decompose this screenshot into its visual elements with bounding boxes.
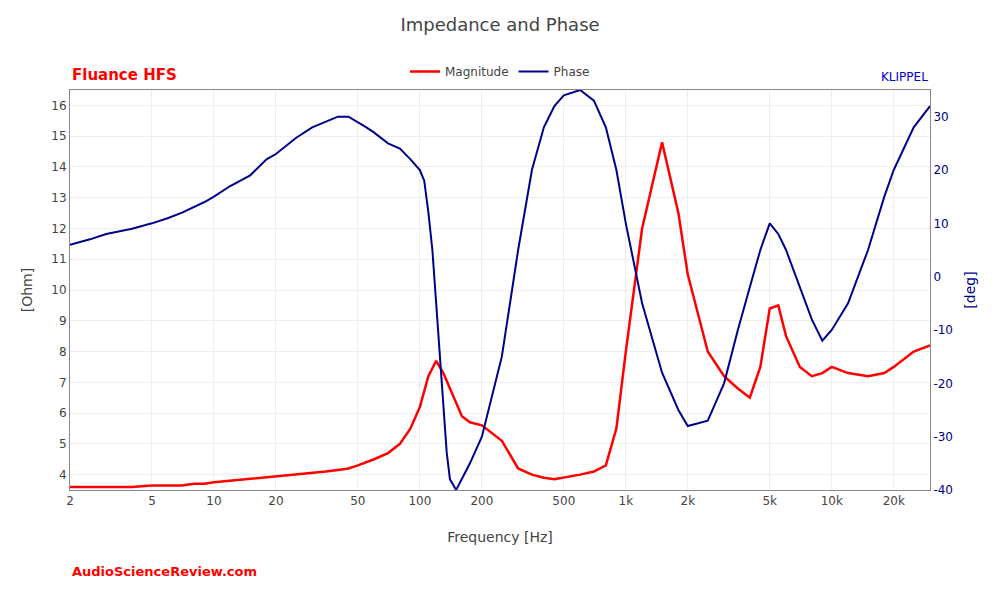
svg-text:[Ohm]: [Ohm] (19, 268, 35, 312)
svg-text:7: 7 (59, 376, 67, 390)
svg-text:4: 4 (59, 468, 67, 482)
svg-text:Frequency [Hz]: Frequency [Hz] (447, 529, 553, 545)
svg-text:14: 14 (51, 160, 66, 174)
svg-text:8: 8 (59, 345, 67, 359)
svg-text:10: 10 (51, 283, 66, 297)
svg-text:Impedance and Phase: Impedance and Phase (400, 14, 599, 35)
svg-text:[deg]: [deg] (962, 271, 978, 308)
svg-text:-40: -40 (933, 483, 953, 497)
svg-text:0: 0 (933, 270, 941, 284)
svg-text:-10: -10 (933, 323, 953, 337)
svg-text:-20: -20 (933, 377, 953, 391)
svg-text:11: 11 (51, 252, 66, 266)
svg-text:50: 50 (350, 494, 365, 508)
svg-text:5: 5 (59, 437, 67, 451)
svg-text:10k: 10k (821, 494, 843, 508)
svg-text:Fluance HFS: Fluance HFS (72, 66, 177, 84)
svg-text:Phase: Phase (554, 65, 590, 79)
svg-text:-30: -30 (933, 430, 953, 444)
svg-text:AudioScienceReview.com: AudioScienceReview.com (72, 564, 257, 579)
svg-text:Magnitude: Magnitude (445, 65, 509, 79)
svg-text:100: 100 (408, 494, 431, 508)
svg-text:20k: 20k (883, 494, 905, 508)
svg-text:5: 5 (148, 494, 156, 508)
svg-text:5k: 5k (762, 494, 777, 508)
svg-text:200: 200 (470, 494, 493, 508)
svg-text:16: 16 (51, 99, 66, 113)
svg-text:500: 500 (552, 494, 575, 508)
svg-text:13: 13 (51, 191, 66, 205)
svg-text:2: 2 (66, 494, 74, 508)
svg-text:2k: 2k (681, 494, 696, 508)
svg-text:1k: 1k (619, 494, 634, 508)
svg-text:9: 9 (59, 314, 67, 328)
svg-text:20: 20 (268, 494, 283, 508)
svg-text:10: 10 (206, 494, 221, 508)
svg-text:20: 20 (933, 163, 948, 177)
svg-text:30: 30 (933, 110, 948, 124)
svg-text:KLIPPEL: KLIPPEL (881, 70, 928, 84)
svg-text:6: 6 (59, 406, 67, 420)
svg-text:10: 10 (933, 217, 948, 231)
svg-text:12: 12 (51, 222, 66, 236)
svg-text:15: 15 (51, 129, 66, 143)
